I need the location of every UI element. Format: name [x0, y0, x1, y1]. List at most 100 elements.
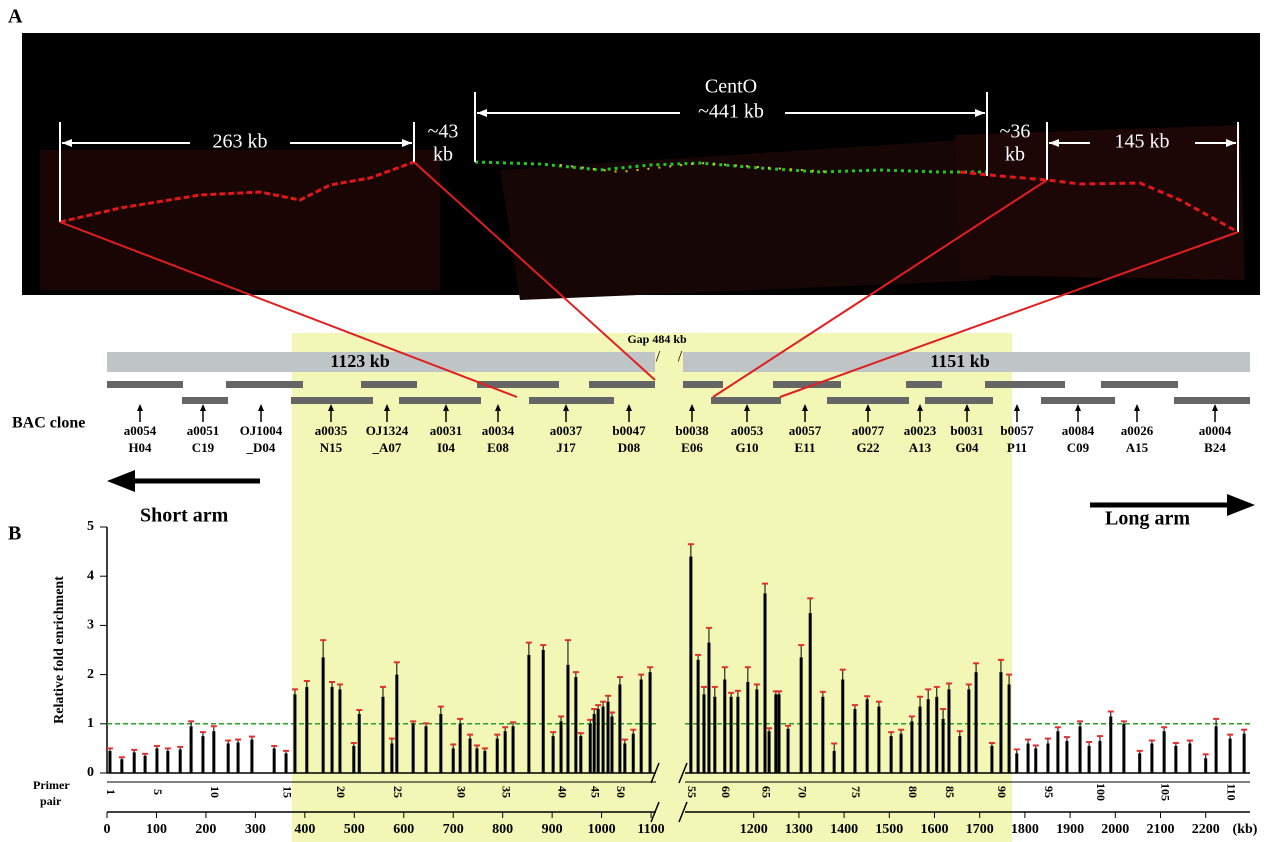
clone-label: b0047	[612, 423, 646, 438]
panel-a: A 263 kb ~43 kb CentO ~441 kb ~36 kb 145…	[8, 6, 1260, 300]
y-axis-title: Relative fold enrichment	[52, 576, 67, 724]
primer-tick-label: 20	[334, 786, 348, 798]
bar	[746, 682, 749, 773]
primer-tick-label: 35	[499, 786, 513, 798]
bar	[1015, 753, 1018, 773]
primer-tick-label: 95	[1042, 786, 1056, 798]
clone-bar	[361, 381, 417, 388]
bar	[593, 714, 596, 773]
clone-bar	[711, 397, 781, 404]
bar	[108, 751, 111, 773]
x-tick-label: 900	[542, 822, 563, 837]
primer-tick-label: 110	[1224, 783, 1238, 800]
bar	[390, 743, 393, 773]
bar	[293, 694, 296, 773]
x-tick-label: 400	[294, 822, 315, 837]
clone-bar	[985, 381, 1065, 388]
bar	[1088, 746, 1091, 773]
y-tick-label: 1	[87, 716, 94, 731]
bar	[201, 736, 204, 773]
bar	[190, 726, 193, 773]
primer-tick-label: 100	[1094, 783, 1108, 801]
bar	[910, 721, 913, 773]
x-tick-label: 500	[344, 822, 365, 837]
bar	[1243, 734, 1246, 773]
clone-label: H04	[128, 440, 152, 455]
primer-label: pair	[40, 794, 62, 808]
gap-label: Gap 484 kb	[627, 332, 687, 346]
bar	[395, 675, 398, 773]
clone-label: D08	[618, 440, 641, 455]
primer-tick-label: 15	[280, 786, 294, 798]
primer-tick-label: 60	[719, 786, 733, 798]
length-label: ~36	[1000, 121, 1031, 143]
clone-label: a0051	[187, 423, 220, 438]
primer-tick-label: 10	[208, 786, 222, 798]
length-label: ~441 kb	[698, 101, 764, 123]
clone-label: J17	[556, 440, 576, 455]
bar	[610, 716, 613, 773]
clone-label: E11	[795, 440, 816, 455]
bar	[1188, 743, 1191, 773]
bar	[542, 650, 545, 773]
bar	[1204, 758, 1207, 773]
bar	[1150, 743, 1153, 773]
primer-tick-label: 65	[759, 786, 773, 798]
clone-label: b0031	[950, 423, 983, 438]
bar	[1046, 743, 1049, 773]
bar	[833, 751, 836, 773]
clone-arrow	[1134, 404, 1140, 411]
bar	[475, 748, 478, 773]
bar	[649, 672, 652, 773]
bar	[821, 697, 824, 773]
clone-label: _A07	[372, 440, 402, 455]
x-tick-label: 200	[195, 822, 216, 837]
primer-tick-label: 55	[685, 786, 699, 798]
bar	[755, 689, 758, 773]
y-tick-label: 0	[87, 765, 94, 780]
clone-label: _D04	[246, 440, 276, 455]
clone-bar	[226, 381, 303, 388]
bar	[439, 714, 442, 773]
bar	[942, 719, 945, 773]
primer-tick-label: 45	[588, 786, 602, 798]
bar	[483, 751, 486, 773]
x-tick-label: 100	[146, 822, 167, 837]
bar	[237, 742, 240, 773]
clone-label: OJ1004	[240, 423, 283, 438]
bar	[212, 731, 215, 773]
bar	[1034, 748, 1037, 773]
bar	[512, 726, 515, 773]
clone-label: I04	[437, 440, 456, 455]
bar	[589, 724, 592, 773]
clone-label: a0023	[904, 423, 937, 438]
x-unit: (kb)	[1233, 822, 1258, 837]
image-tile	[955, 125, 1245, 280]
bar	[155, 748, 158, 773]
bar	[809, 613, 812, 773]
clone-label: OJ1324	[366, 423, 409, 438]
y-tick-label: 3	[87, 618, 94, 633]
clone-arrow	[137, 404, 143, 411]
clone-label: a0084	[1062, 423, 1095, 438]
bar	[358, 714, 361, 773]
clone-label: G10	[735, 440, 758, 455]
primer-tick-label: 50	[614, 786, 628, 798]
bar	[1079, 726, 1082, 773]
clone-label: C19	[192, 440, 215, 455]
break-mark: /	[678, 349, 683, 366]
clone-label: a0034	[482, 423, 515, 438]
clone-label: B24	[1204, 440, 1226, 455]
x-tick-label: 0	[104, 822, 111, 837]
bar	[736, 697, 739, 773]
bar	[552, 736, 555, 773]
length-label: kb	[433, 144, 453, 166]
image-tile	[40, 150, 440, 290]
bar	[1056, 731, 1059, 773]
bar	[227, 743, 230, 773]
bar	[412, 724, 415, 773]
bar	[723, 680, 726, 773]
bar	[778, 694, 781, 773]
bar	[1098, 741, 1101, 773]
clone-label: E08	[487, 440, 509, 455]
